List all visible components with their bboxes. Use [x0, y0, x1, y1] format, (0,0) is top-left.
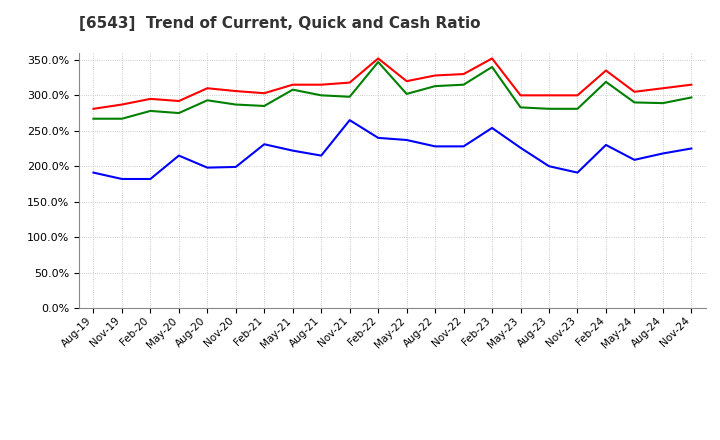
Quick Ratio	[459, 82, 468, 87]
Cash Ratio	[374, 135, 382, 140]
Quick Ratio	[89, 116, 98, 121]
Quick Ratio	[203, 98, 212, 103]
Current Ratio	[374, 56, 382, 61]
Quick Ratio	[260, 103, 269, 109]
Current Ratio	[317, 82, 325, 87]
Quick Ratio	[174, 110, 183, 116]
Current Ratio	[602, 68, 611, 73]
Current Ratio	[516, 93, 525, 98]
Quick Ratio	[346, 94, 354, 99]
Current Ratio	[659, 86, 667, 91]
Cash Ratio	[573, 170, 582, 175]
Line: Cash Ratio: Cash Ratio	[94, 120, 691, 179]
Quick Ratio	[545, 106, 554, 111]
Current Ratio	[431, 73, 439, 78]
Quick Ratio	[117, 116, 126, 121]
Quick Ratio	[573, 106, 582, 111]
Current Ratio	[487, 56, 496, 61]
Quick Ratio	[374, 59, 382, 65]
Cash Ratio	[232, 164, 240, 169]
Current Ratio	[687, 82, 696, 87]
Cash Ratio	[89, 170, 98, 175]
Line: Quick Ratio: Quick Ratio	[94, 62, 691, 119]
Cash Ratio	[487, 125, 496, 131]
Text: [6543]  Trend of Current, Quick and Cash Ratio: [6543] Trend of Current, Quick and Cash …	[79, 16, 481, 31]
Quick Ratio	[431, 84, 439, 89]
Cash Ratio	[630, 157, 639, 162]
Current Ratio	[146, 96, 155, 102]
Current Ratio	[630, 89, 639, 95]
Quick Ratio	[402, 91, 411, 96]
Current Ratio	[174, 99, 183, 104]
Current Ratio	[260, 91, 269, 96]
Current Ratio	[402, 78, 411, 84]
Cash Ratio	[459, 144, 468, 149]
Cash Ratio	[174, 153, 183, 158]
Cash Ratio	[687, 146, 696, 151]
Current Ratio	[117, 102, 126, 107]
Quick Ratio	[289, 87, 297, 92]
Current Ratio	[545, 93, 554, 98]
Quick Ratio	[146, 108, 155, 114]
Cash Ratio	[146, 176, 155, 182]
Quick Ratio	[659, 100, 667, 106]
Quick Ratio	[630, 100, 639, 105]
Cash Ratio	[117, 176, 126, 182]
Cash Ratio	[203, 165, 212, 170]
Quick Ratio	[602, 79, 611, 84]
Current Ratio	[289, 82, 297, 87]
Current Ratio	[346, 80, 354, 85]
Quick Ratio	[317, 93, 325, 98]
Cash Ratio	[516, 145, 525, 150]
Quick Ratio	[687, 95, 696, 100]
Current Ratio	[89, 106, 98, 111]
Cash Ratio	[431, 144, 439, 149]
Line: Current Ratio: Current Ratio	[94, 59, 691, 109]
Quick Ratio	[487, 64, 496, 70]
Cash Ratio	[317, 153, 325, 158]
Cash Ratio	[602, 142, 611, 147]
Current Ratio	[203, 86, 212, 91]
Cash Ratio	[260, 142, 269, 147]
Current Ratio	[459, 71, 468, 77]
Cash Ratio	[659, 151, 667, 156]
Quick Ratio	[516, 105, 525, 110]
Cash Ratio	[545, 164, 554, 169]
Current Ratio	[573, 93, 582, 98]
Current Ratio	[232, 88, 240, 94]
Quick Ratio	[232, 102, 240, 107]
Cash Ratio	[402, 137, 411, 143]
Cash Ratio	[289, 148, 297, 153]
Cash Ratio	[346, 117, 354, 123]
